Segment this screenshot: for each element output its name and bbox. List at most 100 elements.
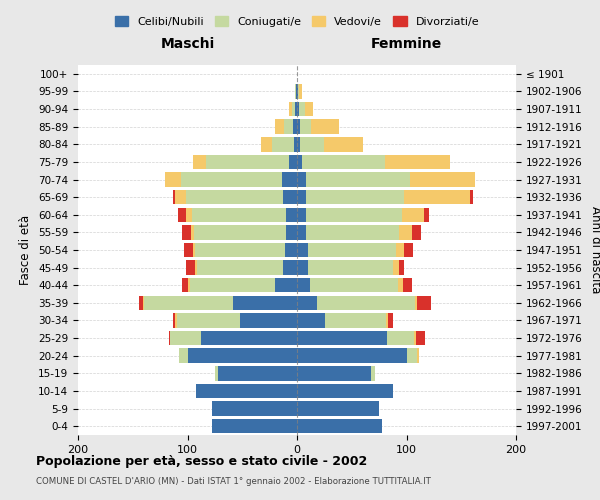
Bar <box>325 137 362 152</box>
Bar <box>181 172 281 186</box>
Bar <box>206 154 289 169</box>
Bar <box>394 260 399 275</box>
Bar <box>317 296 415 310</box>
Bar <box>200 331 297 345</box>
Bar <box>325 314 386 328</box>
Bar <box>281 172 297 186</box>
Bar <box>371 366 375 380</box>
Bar <box>176 314 240 328</box>
Bar <box>414 331 416 345</box>
Bar <box>169 331 170 345</box>
Bar <box>286 208 297 222</box>
Bar <box>418 296 431 310</box>
Bar <box>173 314 175 328</box>
Bar <box>299 84 302 98</box>
Bar <box>297 331 387 345</box>
Bar <box>398 278 403 292</box>
Text: Maschi: Maschi <box>160 37 215 51</box>
Bar <box>184 243 193 257</box>
Bar <box>306 225 399 240</box>
Bar <box>395 243 404 257</box>
Bar <box>296 84 297 98</box>
Bar <box>407 348 418 363</box>
Bar <box>297 402 379 416</box>
Bar <box>175 190 187 204</box>
Bar <box>285 243 297 257</box>
Y-axis label: Fasce di età: Fasce di età <box>19 215 32 285</box>
Bar <box>297 296 317 310</box>
Bar <box>175 314 176 328</box>
Bar <box>297 172 306 186</box>
Bar <box>261 137 272 152</box>
Legend: Celibi/Nubili, Coniugati/e, Vedovi/e, Divorziati/e: Celibi/Nubili, Coniugati/e, Vedovi/e, Di… <box>110 12 484 31</box>
Bar <box>308 260 394 275</box>
Bar <box>297 120 300 134</box>
Bar <box>412 225 421 240</box>
Text: COMUNE DI CASTEL D'ARIO (MN) - Dati ISTAT 1° gennaio 2002 - Elaborazione TUTTITA: COMUNE DI CASTEL D'ARIO (MN) - Dati ISTA… <box>36 478 431 486</box>
Bar <box>306 172 410 186</box>
Bar <box>308 243 395 257</box>
Bar <box>182 278 187 292</box>
Bar <box>275 278 297 292</box>
Bar <box>388 314 394 328</box>
Bar <box>212 402 297 416</box>
Bar <box>294 137 297 152</box>
Bar <box>297 278 310 292</box>
Bar <box>403 278 412 292</box>
Bar <box>284 120 293 134</box>
Bar <box>295 102 297 117</box>
Bar <box>306 208 402 222</box>
Bar <box>305 102 313 117</box>
Bar <box>195 243 285 257</box>
Bar <box>299 102 305 117</box>
Bar <box>233 296 297 310</box>
Bar <box>193 243 195 257</box>
Bar <box>195 260 197 275</box>
Bar <box>424 208 430 222</box>
Bar <box>170 331 200 345</box>
Bar <box>297 260 308 275</box>
Bar <box>386 314 388 328</box>
Bar <box>289 102 292 117</box>
Bar <box>297 366 371 380</box>
Bar <box>196 384 297 398</box>
Bar <box>193 154 206 169</box>
Bar <box>300 120 311 134</box>
Bar <box>297 208 306 222</box>
Bar <box>418 348 419 363</box>
Bar <box>399 260 404 275</box>
Bar <box>178 208 187 222</box>
Bar <box>283 190 297 204</box>
Text: Popolazione per età, sesso e stato civile - 2002: Popolazione per età, sesso e stato civil… <box>36 455 367 468</box>
Bar <box>144 296 233 310</box>
Bar <box>297 314 325 328</box>
Bar <box>399 225 412 240</box>
Bar <box>297 243 308 257</box>
Bar <box>190 278 275 292</box>
Bar <box>187 208 192 222</box>
Bar <box>297 225 306 240</box>
Bar <box>416 331 425 345</box>
Bar <box>404 243 413 257</box>
Bar <box>306 190 404 204</box>
Bar <box>215 366 218 380</box>
Bar <box>283 260 297 275</box>
Bar <box>197 260 283 275</box>
Bar <box>387 331 414 345</box>
Bar <box>385 154 450 169</box>
Bar <box>300 137 325 152</box>
Bar <box>286 225 297 240</box>
Bar <box>302 154 385 169</box>
Bar <box>297 154 302 169</box>
Bar <box>298 84 299 98</box>
Bar <box>143 296 144 310</box>
Bar <box>410 172 475 186</box>
Bar <box>415 296 418 310</box>
Text: Femmine: Femmine <box>371 37 442 51</box>
Bar <box>173 190 175 204</box>
Bar <box>187 348 297 363</box>
Bar <box>297 419 382 434</box>
Bar <box>164 172 181 186</box>
Bar <box>293 120 297 134</box>
Bar <box>212 419 297 434</box>
